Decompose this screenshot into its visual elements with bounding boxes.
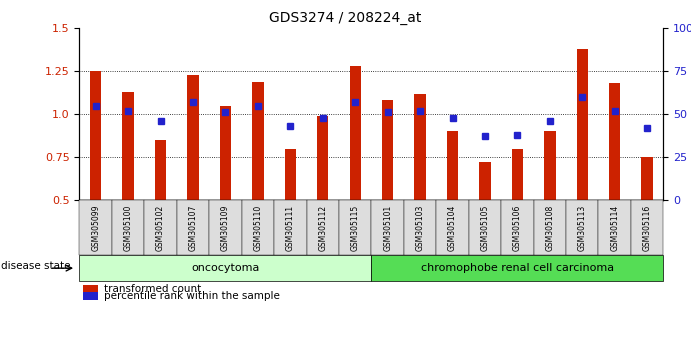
Text: GSM305105: GSM305105 bbox=[480, 204, 489, 251]
Text: oncocytoma: oncocytoma bbox=[191, 263, 260, 273]
Bar bbox=[317, 116, 328, 200]
Text: GSM305115: GSM305115 bbox=[351, 204, 360, 251]
Bar bbox=[187, 75, 199, 200]
Text: GSM305110: GSM305110 bbox=[254, 204, 263, 251]
Text: GSM305107: GSM305107 bbox=[189, 204, 198, 251]
Bar bbox=[512, 149, 523, 200]
Bar bbox=[155, 140, 167, 200]
Bar bbox=[90, 71, 102, 200]
Text: GSM305111: GSM305111 bbox=[286, 204, 295, 251]
Bar bbox=[252, 81, 263, 200]
Bar bbox=[480, 162, 491, 200]
Bar bbox=[415, 93, 426, 200]
Text: GSM305104: GSM305104 bbox=[448, 204, 457, 251]
Text: GSM305106: GSM305106 bbox=[513, 204, 522, 251]
Bar bbox=[544, 131, 556, 200]
Bar bbox=[350, 66, 361, 200]
Bar bbox=[122, 92, 134, 200]
Text: disease state: disease state bbox=[1, 261, 70, 272]
Text: GSM305108: GSM305108 bbox=[545, 204, 554, 251]
Text: GSM305101: GSM305101 bbox=[383, 204, 392, 251]
Text: percentile rank within the sample: percentile rank within the sample bbox=[104, 291, 280, 301]
Text: GDS3274 / 208224_at: GDS3274 / 208224_at bbox=[269, 11, 422, 25]
Bar bbox=[641, 157, 653, 200]
Text: GSM305102: GSM305102 bbox=[156, 204, 165, 251]
Bar bbox=[220, 105, 231, 200]
Bar bbox=[576, 49, 588, 200]
Text: GSM305099: GSM305099 bbox=[91, 204, 100, 251]
Bar bbox=[447, 131, 458, 200]
Text: GSM305113: GSM305113 bbox=[578, 204, 587, 251]
Bar bbox=[382, 101, 393, 200]
Text: chromophobe renal cell carcinoma: chromophobe renal cell carcinoma bbox=[421, 263, 614, 273]
Text: GSM305112: GSM305112 bbox=[319, 204, 328, 251]
Text: GSM305109: GSM305109 bbox=[221, 204, 230, 251]
Text: GSM305100: GSM305100 bbox=[124, 204, 133, 251]
Text: GSM305103: GSM305103 bbox=[415, 204, 424, 251]
Bar bbox=[609, 83, 621, 200]
Text: transformed count: transformed count bbox=[104, 284, 201, 294]
Text: GSM305116: GSM305116 bbox=[643, 204, 652, 251]
Text: GSM305114: GSM305114 bbox=[610, 204, 619, 251]
Bar bbox=[285, 149, 296, 200]
